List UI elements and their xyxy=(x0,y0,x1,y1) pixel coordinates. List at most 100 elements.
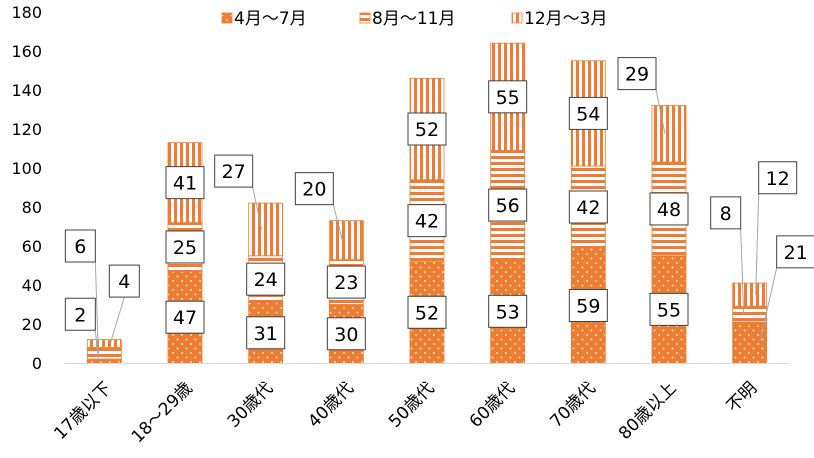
x-category-label: 50歳代 xyxy=(385,378,438,431)
legend-swatch xyxy=(511,12,523,24)
data-label: 30 xyxy=(334,324,358,346)
leader-line xyxy=(740,228,745,315)
data-label: 42 xyxy=(415,211,439,233)
y-tick-label: 160 xyxy=(11,42,42,61)
data-label-box xyxy=(568,288,608,322)
x-category-label: 80歳以上 xyxy=(615,378,681,444)
legend-swatch xyxy=(359,12,371,24)
bar-segment xyxy=(732,282,768,307)
bar-segment xyxy=(732,321,768,364)
data-label: 20 xyxy=(302,179,326,201)
data-label: 4 xyxy=(118,271,130,293)
x-axis: 17歳以下 18～29歳 30歳代 40歳代 50歳代 60歳代 70歳代 80歳以上 不明 xyxy=(50,363,790,447)
bar-segment xyxy=(248,202,284,257)
bar-segment xyxy=(732,306,768,323)
data-label: 54 xyxy=(576,103,600,125)
data-label-box xyxy=(165,230,205,264)
y-tick-label: 40 xyxy=(22,276,42,295)
data-label: 56 xyxy=(496,195,520,217)
data-label-box xyxy=(326,317,366,351)
data-label-box xyxy=(246,316,286,350)
legend: 4月～7月 8月～11月 12月～3月 xyxy=(221,9,607,29)
data-label: 42 xyxy=(576,197,600,219)
x-category-label: 18～29歳 xyxy=(128,378,197,447)
leader-line xyxy=(109,296,125,344)
bar-segment xyxy=(651,105,687,163)
data-label: 59 xyxy=(576,295,600,317)
data-label: 48 xyxy=(657,199,681,221)
y-axis: 0 20 40 60 80 100 120 140 160 180 xyxy=(11,3,42,373)
data-label: 27 xyxy=(222,161,246,183)
legend-label: 4月～7月 xyxy=(234,9,307,29)
y-tick-label: 180 xyxy=(11,3,42,22)
data-label-box xyxy=(488,188,528,222)
data-label-box xyxy=(649,292,689,326)
data-label-box xyxy=(407,295,447,329)
data-label-box xyxy=(710,196,742,230)
data-label-box xyxy=(294,172,334,206)
x-category-label: 30歳代 xyxy=(224,378,277,431)
bar-segment xyxy=(86,339,122,348)
bar-segment xyxy=(86,346,122,360)
data-label: 29 xyxy=(625,64,649,86)
data-label-box xyxy=(758,161,798,195)
data-label-box xyxy=(407,112,447,146)
legend-label: 12月～3月 xyxy=(524,9,607,29)
data-label: 47 xyxy=(173,307,197,329)
data-label: 52 xyxy=(415,119,439,141)
data-label-box xyxy=(617,57,657,91)
data-label-box xyxy=(64,297,96,331)
legend-swatch xyxy=(221,12,233,24)
legend-label: 8月～11月 xyxy=(372,9,455,29)
leader-line xyxy=(94,330,99,362)
data-labels-group: 2 6 4 47 25 41 31 24 27 30 23 20 52 42 52 53 56 55 59 42 54 5… xyxy=(64,57,814,362)
x-category-label: 17歳以下 xyxy=(50,378,116,444)
leader-line xyxy=(759,267,778,343)
x-category-label: 60歳代 xyxy=(466,378,519,431)
data-label-box xyxy=(165,300,205,334)
data-label-box xyxy=(407,204,447,238)
data-label-box xyxy=(488,294,528,328)
data-label-box xyxy=(214,154,254,188)
x-category-label: 不明 xyxy=(723,378,761,416)
leader-line xyxy=(755,193,760,295)
y-tick-label: 120 xyxy=(11,120,42,139)
bar-segment xyxy=(86,358,122,364)
data-label: 12 xyxy=(766,168,790,190)
data-label-box xyxy=(246,262,286,296)
data-label-box xyxy=(108,264,140,298)
data-label: 55 xyxy=(657,299,681,321)
y-tick-label: 80 xyxy=(22,198,42,217)
y-tick-label: 100 xyxy=(11,159,42,178)
y-tick-label: 140 xyxy=(11,81,42,100)
data-label: 31 xyxy=(254,323,278,345)
y-tick-label: 20 xyxy=(22,315,42,334)
data-label-box xyxy=(776,235,814,269)
leader-line xyxy=(655,89,666,134)
data-label: 8 xyxy=(720,203,732,225)
data-label: 25 xyxy=(173,237,197,259)
data-label: 53 xyxy=(496,301,520,323)
bar-segment xyxy=(328,220,364,261)
y-tick-label: 0 xyxy=(32,354,42,373)
data-label: 2 xyxy=(74,304,86,326)
leader-line xyxy=(252,186,263,230)
data-label: 55 xyxy=(496,87,520,109)
x-category-label: 40歳代 xyxy=(304,378,357,431)
data-label: 21 xyxy=(784,242,808,264)
data-label: 6 xyxy=(74,236,86,258)
data-label: 41 xyxy=(173,173,197,195)
leader-line xyxy=(332,204,343,241)
data-label-box xyxy=(568,96,608,130)
x-category-label: 70歳代 xyxy=(546,378,599,431)
y-tick-label: 60 xyxy=(22,237,42,256)
data-label: 52 xyxy=(415,302,439,324)
data-label: 23 xyxy=(334,272,358,294)
data-label-box xyxy=(165,166,205,200)
leader-line xyxy=(94,261,99,354)
data-label-box xyxy=(649,192,689,226)
data-label-box xyxy=(488,80,528,114)
data-label: 24 xyxy=(254,269,278,291)
data-label-box xyxy=(568,190,608,224)
